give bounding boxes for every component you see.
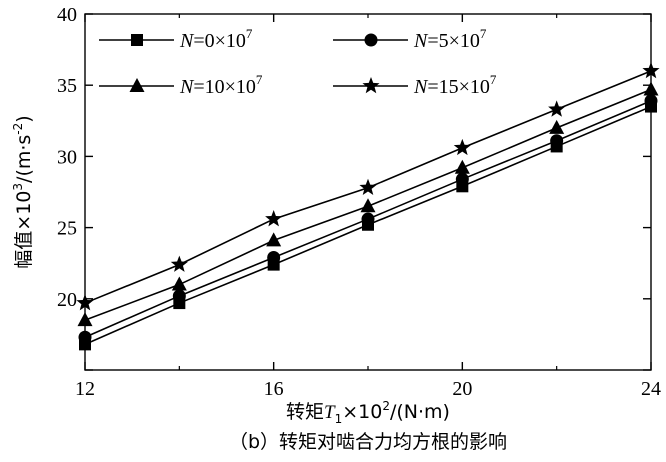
legend-item: N=5×107 bbox=[333, 26, 487, 52]
legend-label-var: N bbox=[413, 30, 429, 52]
x-axis-title-prefix: 转矩 bbox=[286, 401, 324, 423]
x-tick-label: 12 bbox=[75, 378, 95, 400]
y-tick-label: 40 bbox=[57, 4, 77, 26]
tick-labels: 12 16 20 24 20 25 30 35 40 bbox=[57, 4, 661, 400]
data-point bbox=[266, 232, 282, 247]
legend-label-exp: 7 bbox=[480, 26, 487, 41]
data-point bbox=[644, 94, 658, 108]
x-axis-title-sub: 1 bbox=[335, 412, 343, 426]
x-axis-title-mid: ×10 bbox=[342, 401, 382, 423]
legend-label-rest: =15×10 bbox=[427, 76, 490, 98]
y-tick-label: 30 bbox=[57, 146, 77, 168]
legend-label-exp: 7 bbox=[256, 72, 263, 87]
y-axis-title-sup: 3 bbox=[11, 183, 25, 191]
legend-label-var: N bbox=[413, 76, 429, 98]
x-tick-label: 16 bbox=[264, 378, 284, 400]
legend-label: N=10×107 bbox=[179, 72, 263, 98]
legend-item: N=15×107 bbox=[333, 72, 497, 98]
data-point bbox=[549, 119, 565, 134]
data-point bbox=[361, 212, 375, 226]
x-axis-title-sup: 2 bbox=[382, 399, 390, 413]
y-axis-title-sup2: -2 bbox=[11, 123, 25, 135]
legend-label-rest: =10×10 bbox=[193, 76, 256, 98]
legend-label-exp: 7 bbox=[490, 72, 497, 87]
data-point bbox=[360, 198, 376, 213]
legend-label-var: N bbox=[179, 30, 195, 52]
y-axis-title-mid: /(m·s bbox=[13, 135, 35, 183]
data-point bbox=[76, 294, 94, 311]
series-2 bbox=[77, 81, 659, 327]
legend-label: N=0×107 bbox=[179, 26, 253, 52]
legend-label-exp: 7 bbox=[246, 26, 253, 41]
legend-marker bbox=[364, 33, 378, 47]
y-axis-title-prefix: 幅值×10 bbox=[13, 191, 35, 269]
series-1 bbox=[78, 94, 658, 344]
data-point bbox=[359, 178, 377, 196]
data-point bbox=[265, 210, 283, 227]
legend-label: N=5×107 bbox=[413, 26, 487, 52]
y-tick-label: 35 bbox=[57, 75, 77, 97]
y-axis-title-suffix: ) bbox=[13, 115, 35, 122]
data-point bbox=[455, 172, 469, 186]
legend-item: N=10×107 bbox=[99, 72, 263, 98]
legend-item: N=0×107 bbox=[99, 26, 253, 52]
legend-label: N=15×107 bbox=[413, 72, 497, 98]
x-axis-title-var: T bbox=[324, 402, 336, 423]
axis-ticks bbox=[84, 13, 652, 371]
data-point bbox=[548, 100, 566, 117]
data-point bbox=[267, 251, 281, 265]
series-layer bbox=[76, 61, 660, 351]
x-axis-title-suffix: /(N·m) bbox=[390, 401, 450, 423]
data-point bbox=[454, 159, 470, 174]
data-point bbox=[78, 330, 92, 344]
data-point bbox=[170, 255, 188, 272]
series-3 bbox=[76, 61, 660, 311]
data-point bbox=[550, 134, 564, 148]
figure-caption: （b）转矩对啮合力均方根的影响 bbox=[229, 431, 507, 453]
x-tick-label: 20 bbox=[452, 378, 472, 400]
y-axis-title: 幅值×103/(m·s-2) bbox=[11, 115, 35, 268]
data-point bbox=[453, 138, 471, 156]
data-point bbox=[172, 289, 186, 303]
data-point bbox=[643, 81, 659, 96]
x-tick-label: 24 bbox=[641, 378, 661, 400]
x-axis-title: 转矩T1×102/(N·m) bbox=[286, 399, 450, 426]
legend-marker bbox=[129, 78, 145, 92]
legend-label-rest: =0×10 bbox=[193, 30, 246, 52]
data-point bbox=[642, 61, 660, 79]
y-tick-label: 20 bbox=[57, 289, 77, 311]
data-point bbox=[171, 276, 187, 291]
legend-marker bbox=[362, 77, 380, 94]
legend-marker bbox=[131, 34, 143, 46]
legend-label-var: N bbox=[179, 76, 195, 98]
data-point bbox=[77, 312, 93, 327]
legend-label-rest: =5×10 bbox=[427, 30, 480, 52]
y-tick-label: 25 bbox=[57, 218, 77, 240]
plot-frame bbox=[84, 13, 652, 371]
